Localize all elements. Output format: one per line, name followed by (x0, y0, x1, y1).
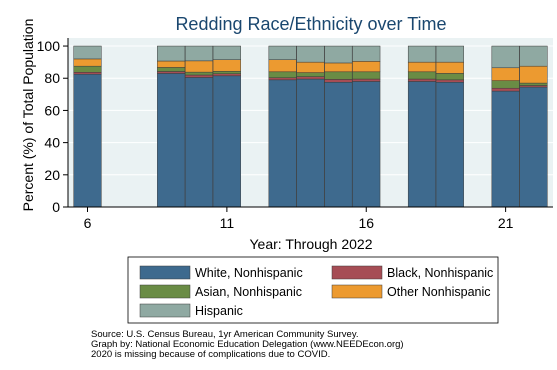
bar-segment-white-nonhispanic (268, 79, 297, 208)
y-tick-label: 60 (44, 102, 60, 118)
bar-segment-white-nonhispanic (519, 86, 548, 208)
legend-label: Other Nonhispanic (387, 285, 491, 299)
y-tick-label: 40 (44, 135, 60, 151)
bar-segment-asian-nonhispanic (157, 67, 186, 72)
bar-segment-hispanic (157, 45, 186, 62)
x-tick-label: 16 (358, 215, 374, 231)
legend-label: Hispanic (195, 304, 243, 318)
bar-segment-hispanic (519, 45, 548, 67)
bar-segment-white-nonhispanic (324, 82, 353, 208)
x-tick-label: 11 (220, 215, 235, 231)
bar-segment-black-nonhispanic (268, 77, 297, 81)
y-tick-label: 100 (37, 38, 61, 54)
bar-segment-black-nonhispanic (296, 76, 325, 80)
bar-segment-asian-nonhispanic (184, 71, 214, 76)
bar-segment-other-nonhispanic (491, 67, 520, 81)
legend-swatch (139, 303, 191, 318)
bar-segment-black-nonhispanic (352, 78, 381, 82)
bar-segment-other-nonhispanic (324, 62, 353, 73)
y-tick-label: 0 (52, 199, 60, 215)
bar-segment-other-nonhispanic (407, 61, 437, 73)
bar-segment-asian-nonhispanic (212, 71, 241, 74)
bar-segment-other-nonhispanic (157, 60, 186, 68)
bar-segment-black-nonhispanic (212, 73, 241, 77)
bar-segment-other-nonhispanic (73, 58, 102, 67)
bar-segment-other-nonhispanic (435, 61, 464, 74)
bar-segment-hispanic (73, 45, 102, 60)
bar-segment-black-nonhispanic (157, 71, 186, 74)
bar-segment-hispanic (184, 45, 214, 62)
legend-label: Black, Nonhispanic (387, 266, 493, 280)
bar-segment-other-nonhispanic (296, 61, 325, 73)
bar-segment-white-nonhispanic (296, 78, 325, 208)
bar-segment-asian-nonhispanic (435, 73, 464, 81)
bar-segment-hispanic (296, 45, 325, 63)
y-axis-title: Percent (%) of Total Population (20, 19, 36, 212)
x-axis-title: Year: Through 2022 (250, 236, 373, 252)
bar-segment-white-nonhispanic (184, 77, 214, 208)
legend-swatch (331, 284, 383, 299)
bar-segment-hispanic (491, 45, 520, 69)
bar-segment-other-nonhispanic (519, 65, 548, 84)
bar-segment-hispanic (407, 45, 437, 63)
bar-segment-other-nonhispanic (268, 59, 297, 73)
bar-segment-asian-nonhispanic (491, 80, 520, 89)
bar-segment-black-nonhispanic (184, 74, 214, 78)
bar-segment-white-nonhispanic (407, 81, 437, 208)
bar-segment-other-nonhispanic (352, 61, 381, 73)
x-tick-label: 21 (498, 215, 514, 231)
source-note: Graph by: National Economic Education De… (91, 339, 404, 350)
bar-segment-hispanic (212, 45, 241, 60)
bar-segment-white-nonhispanic (157, 73, 186, 208)
y-tick-label: 20 (44, 167, 60, 183)
chart-title: Redding Race/Ethnicity over Time (175, 14, 446, 34)
x-axis: 6 11 16 21 (68, 206, 553, 231)
x-tick-label: 6 (84, 215, 92, 231)
bar-segment-white-nonhispanic (73, 73, 102, 208)
bar-segment-hispanic (324, 45, 353, 64)
bar-segment-black-nonhispanic (491, 87, 520, 92)
bar-segment-asian-nonhispanic (519, 82, 548, 86)
source-note: Source: U.S. Census Bureau, 1yr American… (91, 329, 359, 340)
source-note: 2020 is missing because of complications… (91, 349, 330, 360)
bar-segment-hispanic (352, 45, 381, 62)
legend-label: White, Nonhispanic (195, 266, 303, 280)
bar-segment-hispanic (268, 45, 297, 60)
bar-segment-asian-nonhispanic (407, 71, 437, 80)
bar-segment-black-nonhispanic (324, 79, 353, 83)
legend-swatch (139, 265, 191, 280)
bar-segment-black-nonhispanic (435, 79, 464, 83)
bar-segment-hispanic (435, 45, 464, 63)
bar-segment-asian-nonhispanic (352, 71, 381, 80)
bar-segment-asian-nonhispanic (73, 65, 102, 73)
legend-swatch (139, 284, 191, 299)
bar-segment-white-nonhispanic (352, 81, 381, 208)
legend-label: Asian, Nonhispanic (195, 285, 302, 299)
bar-segment-asian-nonhispanic (296, 72, 325, 77)
legend-swatch (331, 265, 383, 280)
bar-segment-white-nonhispanic (491, 90, 520, 208)
bar-segment-black-nonhispanic (73, 72, 102, 75)
bar-segment-asian-nonhispanic (324, 71, 353, 80)
legend: White, Nonhispanic Black, Nonhispanic Asia… (127, 256, 499, 324)
bar-segment-black-nonhispanic (407, 78, 437, 82)
bar-segment-white-nonhispanic (435, 82, 464, 208)
bar-segment-other-nonhispanic (184, 60, 214, 73)
source-notes: Source: U.S. Census Bureau, 1yr American… (91, 329, 404, 360)
bar-segment-asian-nonhispanic (268, 71, 297, 79)
bar-segment-white-nonhispanic (212, 75, 241, 208)
y-tick-label: 80 (44, 70, 60, 86)
y-axis: 0 20 40 60 80 100 (37, 38, 69, 215)
bar-segment-other-nonhispanic (212, 59, 241, 72)
